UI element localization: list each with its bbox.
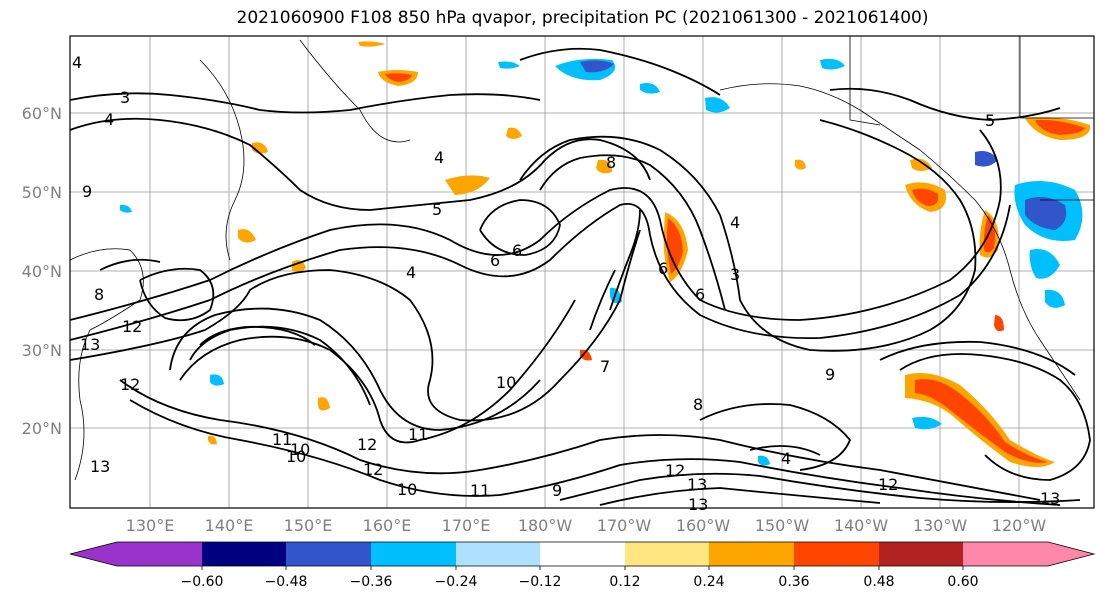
contour-label: 9 <box>825 365 835 384</box>
colorbar-segment <box>371 542 456 566</box>
colorbar-outline <box>69 541 1096 567</box>
colorbar-tick-label: −0.12 <box>519 574 562 590</box>
contour-label: 8 <box>94 285 104 304</box>
contour-label: 13 <box>90 457 110 476</box>
lon-label: 150°W <box>755 516 810 535</box>
contour-label: 13 <box>80 335 100 354</box>
colorbar-tick-label: −0.36 <box>350 574 393 590</box>
contour-label: 3 <box>730 265 740 284</box>
colorbar-tick-label: −0.24 <box>435 574 478 590</box>
lon-label: 170°W <box>597 516 652 535</box>
colorbar-tick-label: −0.60 <box>181 574 224 590</box>
lon-label: 130°W <box>913 516 968 535</box>
contour-label: 4 <box>104 110 114 129</box>
colorbar-segment <box>286 542 371 566</box>
contour-label: 13 <box>1040 489 1060 508</box>
lat-label: 30°N <box>22 341 62 360</box>
contour-label: 10 <box>286 447 306 466</box>
lat-label: 40°N <box>22 262 62 281</box>
contour-label: 11 <box>470 481 490 500</box>
contour-label: 12 <box>120 375 140 394</box>
colorbar-tick-label: 0.48 <box>863 574 894 590</box>
longitude-labels: 130°E 140°E 150°E 160°E 170°E 180°W 170°… <box>126 516 1047 535</box>
colorbar: −0.60 −0.48 −0.36 −0.24 −0.12 0.12 0.24 … <box>69 541 1096 590</box>
lon-label: 170°E <box>442 516 491 535</box>
colorbar-segment <box>540 542 625 566</box>
colorbar-segment <box>963 542 1048 566</box>
colorbar-tick-label: 0.36 <box>778 574 809 590</box>
coastlines <box>69 36 1094 481</box>
contour-label: 3 <box>120 88 130 107</box>
colorbar-extend-low <box>70 542 117 566</box>
qvapor-contours <box>69 47 1091 506</box>
lon-label: 130°E <box>126 516 175 535</box>
lat-label: 20°N <box>22 419 62 438</box>
contour-label: 4 <box>781 449 791 468</box>
contour-label: 12 <box>357 435 377 454</box>
map-panel <box>70 36 1094 508</box>
colorbar-extend-high <box>1048 542 1094 566</box>
colorbar-tick-label: 0.12 <box>609 574 640 590</box>
contour-label: 10 <box>290 440 310 459</box>
colorbar-tick-label: −0.48 <box>265 574 308 590</box>
contour-label: 13 <box>688 495 708 514</box>
contour-label: 12 <box>122 317 142 336</box>
map-frame <box>69 35 1095 509</box>
colorbar-segment <box>117 542 202 566</box>
precipitation-positive <box>208 41 1091 467</box>
lon-label: 140°E <box>205 516 254 535</box>
lon-label: 140°W <box>834 516 889 535</box>
colorbar-segment <box>879 542 963 566</box>
contour-label: 12 <box>665 461 685 480</box>
contour-label: 4 <box>434 148 444 167</box>
contour-label: 4 <box>72 53 82 72</box>
contour-label: 10 <box>496 373 516 392</box>
colorbar-segment <box>625 542 709 566</box>
colorbar-segment <box>709 542 794 566</box>
lat-label: 60°N <box>22 104 62 123</box>
colorbar-segment <box>456 542 540 566</box>
precipitation-negative <box>120 58 1083 466</box>
contour-label: 9 <box>82 182 92 201</box>
contour-label: 4 <box>730 213 740 232</box>
contour-label: 12 <box>363 460 383 479</box>
contour-label: 6 <box>490 251 500 270</box>
contour-label: 6 <box>512 241 522 260</box>
contour-label: 9 <box>552 481 562 500</box>
lon-label: 180°W <box>518 516 573 535</box>
colorbar-segment <box>202 542 286 566</box>
contour-label: 7 <box>600 357 610 376</box>
colorbar-segment <box>794 542 879 566</box>
contour-label: 11 <box>408 425 428 444</box>
lon-label: 150°E <box>284 516 333 535</box>
contour-label: 8 <box>693 395 703 414</box>
lon-label: 160°E <box>363 516 412 535</box>
contour-label: 6 <box>695 285 705 304</box>
contour-labels: 4 3 4 5 4 4 5 8 6 6 6 7 4 9 8 12 13 12 1… <box>72 53 1060 514</box>
contour-label: 4 <box>406 263 416 282</box>
contour-label: 11 <box>272 430 292 449</box>
latitude-labels: 60°N 50°N 40°N 30°N 20°N <box>22 104 62 438</box>
contour-label: 12 <box>878 475 898 494</box>
lon-label: 120°W <box>992 516 1047 535</box>
figure-title: 2021060900 F108 850 hPa qvapor, precipit… <box>236 8 929 28</box>
graticule <box>70 36 1094 508</box>
lon-label: 160°W <box>676 516 731 535</box>
contour-label: 13 <box>687 475 707 494</box>
lat-label: 50°N <box>22 183 62 202</box>
colorbar-tick-label: 0.24 <box>693 574 724 590</box>
contour-label: 8 <box>606 153 616 172</box>
contour-label: 5 <box>985 111 995 130</box>
contour-label: 5 <box>432 200 442 219</box>
colorbar-ticks <box>201 566 964 570</box>
contour-label: 6 <box>658 259 668 278</box>
colorbar-tick-label: 0.60 <box>947 574 978 590</box>
contour-label: 10 <box>397 480 417 499</box>
